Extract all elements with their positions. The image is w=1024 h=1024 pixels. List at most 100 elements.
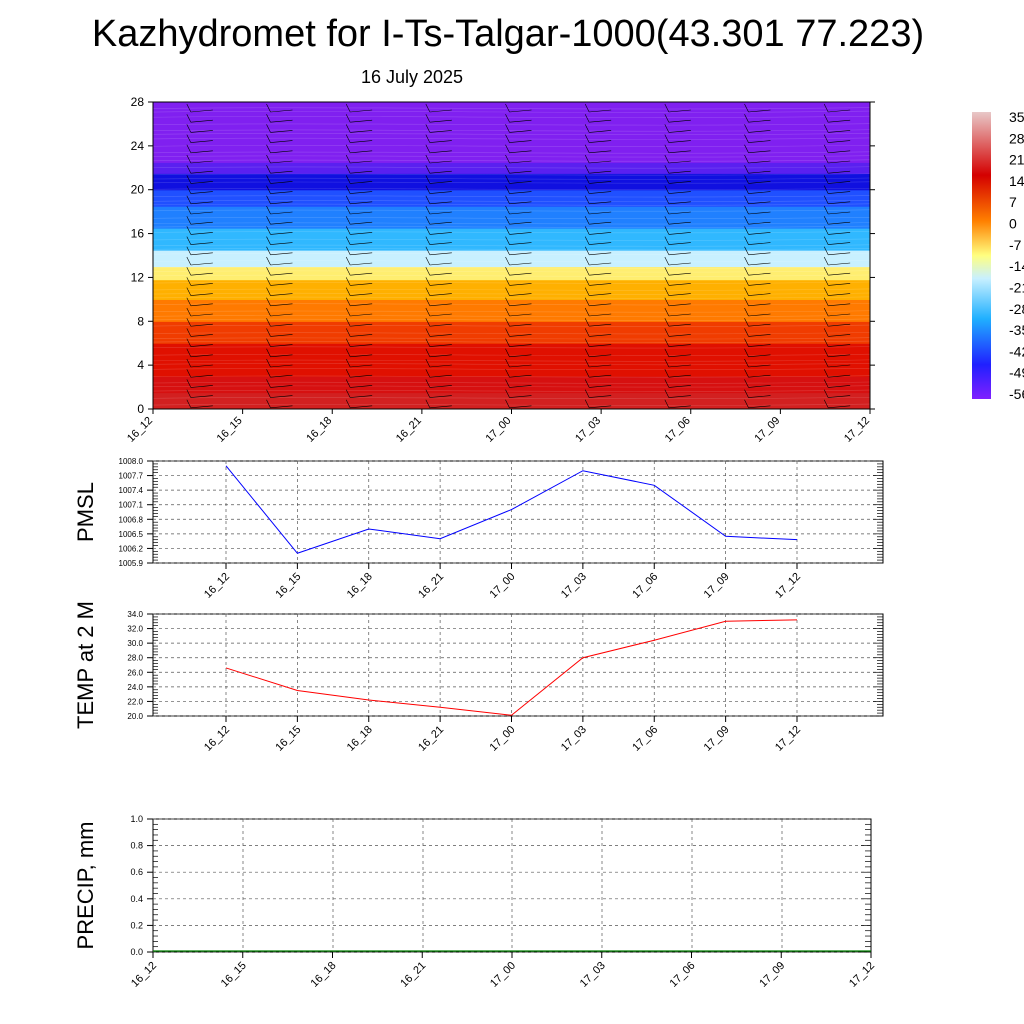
wind-barb-flag: [190, 313, 213, 317]
wind-barb-staff: [186, 369, 192, 378]
wind-barb-flag: [350, 119, 373, 123]
wind-barb-flag: [429, 221, 452, 225]
wind-barb-flag: [668, 313, 691, 317]
wind-barb-staff: [664, 134, 670, 143]
wind-barb-flag: [350, 395, 373, 398]
contour-line: [153, 368, 870, 371]
wind-barb-staff: [505, 114, 510, 123]
wind-barb-flag: [509, 334, 532, 337]
wind-barb-staff: [425, 185, 431, 194]
wind-barb-flag: [270, 150, 293, 154]
colorbar-label: 21: [1009, 152, 1024, 168]
wind-barb-flag: [509, 303, 532, 307]
contour-line: [153, 231, 870, 234]
wind-barb-staff: [584, 348, 590, 357]
wind-barb-flag: [748, 395, 771, 398]
wind-barb-flag: [828, 201, 851, 205]
wind-barb-flag: [350, 374, 373, 378]
wind-barb-staff: [823, 369, 829, 378]
wind-barb-flag: [350, 364, 373, 368]
wind-barb-staff: [664, 389, 670, 398]
heatmap-y-axis: 0 4 8 12 16 20 24 28: [131, 95, 875, 416]
wind-barb-staff: [425, 124, 431, 133]
wind-barb-staff: [186, 267, 192, 276]
wind-barb-flag: [270, 221, 293, 225]
wind-barb-flag: [668, 252, 691, 256]
wind-barb-flag: [190, 262, 213, 266]
wind-barb-staff: [345, 399, 351, 408]
wind-barb-flag: [828, 405, 851, 409]
wind-barb-staff: [584, 379, 590, 388]
wind-barb-flag: [270, 191, 293, 194]
colorbar-label: -28: [1009, 301, 1024, 317]
y-tick-label: 0.8: [130, 841, 143, 851]
heatmap-y-tick-label: 28: [131, 95, 145, 109]
wind-barb-staff: [266, 256, 271, 266]
wind-barb-staff: [823, 124, 829, 133]
wind-barb-staff: [186, 287, 192, 296]
wind-barb-flag: [828, 364, 851, 368]
wind-barb-staff: [823, 399, 829, 408]
wind-barb-flag: [350, 160, 373, 164]
wind-barb-flag: [350, 109, 373, 113]
wind-barb-flag: [748, 201, 771, 205]
wind-barb-flag: [350, 293, 373, 296]
contour-line: [153, 222, 870, 225]
wind-barb-staff: [664, 369, 670, 378]
contour-line: [153, 248, 870, 251]
wind-barb-staff: [345, 216, 351, 225]
wind-barb-flag: [509, 293, 532, 296]
x-tick-label: 17_06: [630, 724, 660, 754]
wind-barb-flag: [828, 293, 851, 296]
contour-line: [153, 403, 870, 406]
colorbar-label: 0: [1009, 216, 1017, 232]
wind-barb-flag: [828, 242, 851, 245]
wind-barb-flag: [668, 395, 691, 398]
wind-barb-staff: [823, 114, 829, 123]
y-tick-label: 0.2: [130, 920, 143, 930]
wind-barb-flag: [748, 303, 771, 307]
wind-barb-flag: [350, 211, 373, 215]
wind-barb-flag: [828, 262, 851, 266]
wind-barb-staff: [425, 369, 431, 378]
wind-barb-staff: [425, 379, 431, 388]
x-tick-label: 17_12: [847, 960, 877, 990]
wind-barb-staff: [505, 256, 510, 266]
wind-barb-flag: [828, 323, 851, 327]
wind-barb-staff: [584, 114, 590, 123]
wind-barb-staff: [425, 175, 431, 184]
wind-barb-flag: [429, 395, 452, 398]
wind-barb-flag: [668, 181, 691, 184]
wind-barb-flag: [270, 323, 293, 327]
wind-barb-flag: [429, 262, 452, 266]
wind-barb-flag: [509, 140, 532, 143]
x-tick-label: 16_15: [219, 960, 249, 990]
wind-barb-staff: [664, 399, 670, 408]
wind-barb-flag: [748, 109, 771, 113]
wind-barb-flag: [350, 262, 373, 266]
wind-barb-staff: [345, 185, 351, 194]
wind-barb-flag: [350, 303, 373, 307]
wind-barb-staff: [266, 114, 271, 123]
wind-barb-flag: [748, 221, 771, 225]
wind-barb-staff: [345, 114, 351, 123]
contour-line: [153, 217, 870, 220]
x-tick-label: 16_18: [345, 724, 375, 754]
wind-barb-flag: [828, 313, 851, 317]
wind-barb-staff: [505, 267, 510, 276]
wind-barb-staff: [425, 114, 431, 123]
wind-barb-flag: [270, 181, 293, 184]
wind-barb-staff: [664, 216, 670, 225]
wind-barb-flag: [270, 262, 293, 266]
wind-barb-flag: [748, 150, 771, 154]
heatmap-bands: [153, 102, 870, 409]
wind-barb-staff: [266, 328, 271, 337]
contour-line: [153, 318, 870, 321]
wind-barb-staff: [505, 165, 510, 174]
wind-barb-staff: [186, 175, 192, 184]
contour-line: [153, 296, 870, 299]
wind-barb-staff: [266, 134, 271, 143]
wind-barb-staff: [186, 205, 192, 215]
wind-barb-flag: [748, 344, 771, 347]
wind-barb-staff: [345, 358, 351, 368]
